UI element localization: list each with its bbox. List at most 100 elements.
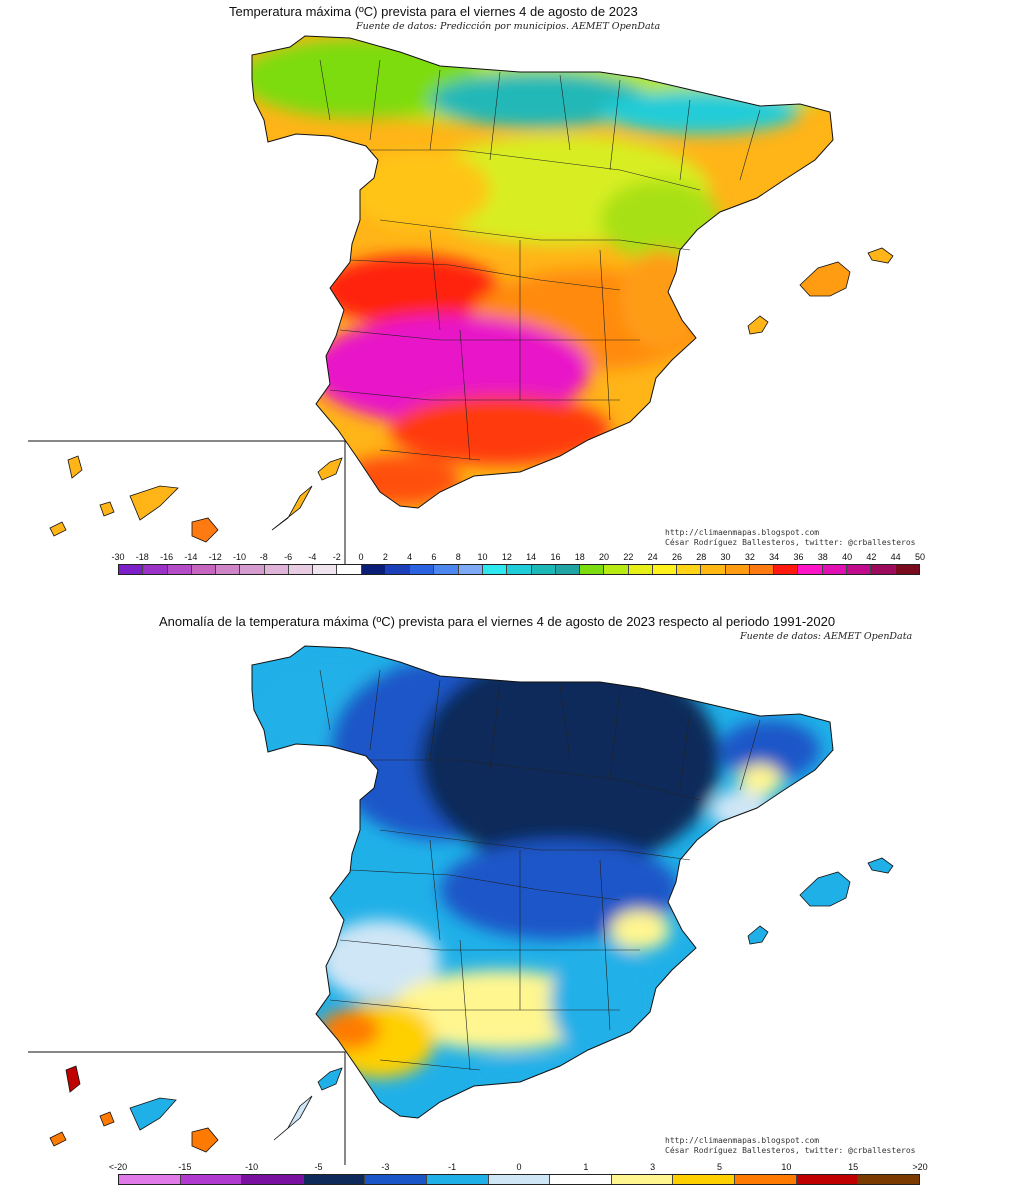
anomaly-colorbar <box>118 1174 920 1185</box>
temperature-color-segment <box>216 565 241 574</box>
anomaly-color-segment <box>550 1175 612 1184</box>
temperature-color-segment <box>652 565 678 574</box>
temperature-color-segment <box>871 565 896 574</box>
anomaly-tick-label: >20 <box>912 1162 928 1172</box>
anomaly-color-segment <box>303 1175 366 1184</box>
anomaly-tick-label: 5 <box>716 1162 723 1172</box>
temperature-tick-label: 4 <box>407 552 413 562</box>
province-borders <box>319 669 761 1071</box>
anomaly-color-segment <box>858 1175 919 1184</box>
temperature-color-segment <box>434 565 459 574</box>
temperature-tick-label: 34 <box>769 552 780 562</box>
temperature-tick-label: 2 <box>382 552 388 562</box>
colorbar-tick-labels: -30 -18 -16 -14 -12 -10 -8 -6 -4 -2 0 2 4 6 8 10 12 14 16 1… <box>111 552 925 564</box>
temperature-tick-label: 16 <box>550 552 561 562</box>
temperature-color-segment <box>264 565 289 574</box>
anomaly-tick-label: -5 <box>314 1162 323 1172</box>
temperature-color-segment <box>798 565 823 574</box>
temperature-colorbar <box>118 564 920 575</box>
temperature-tick-label: -14 <box>184 552 198 562</box>
temperature-color-segment <box>119 565 144 574</box>
temperature-tick-label: -4 <box>308 552 317 562</box>
max-temperature-source: Fuente de datos: Predicción por municipi… <box>356 21 661 32</box>
credit-author: César Rodríguez Ballesteros, twitter: @c… <box>665 1146 916 1155</box>
anomaly-tick-label: 10 <box>781 1162 792 1172</box>
temperature-tick-label: 32 <box>744 552 755 562</box>
anomaly-color-segment <box>735 1175 797 1184</box>
temperature-color-segment <box>410 565 435 574</box>
temperature-tick-label: -30 <box>111 552 125 562</box>
temperature-tick-label: 30 <box>720 552 731 562</box>
temperature-tick-label: -12 <box>208 552 222 562</box>
temperature-color-segment <box>313 565 338 574</box>
colorbar-tick-labels: <-20 -15 -10 -5 -3 -1 0 1 3 5 10 15 >20 <box>109 1162 928 1174</box>
temperature-color-segment <box>628 565 653 574</box>
temperature-tick-label: 8 <box>455 552 461 562</box>
temperature-tick-label: 18 <box>574 552 585 562</box>
anomaly-title: Anomalía de la temperatura máxima (ºC) p… <box>159 614 836 629</box>
max-temperature-map <box>28 35 894 568</box>
temperature-color-segment <box>240 565 265 574</box>
temperature-color-segment <box>555 565 581 574</box>
max-temperature-panel: Temperatura máxima (ºC) prevista para el… <box>0 0 1024 590</box>
temperature-color-segment <box>458 565 483 574</box>
temperature-tick-label: -8 <box>259 552 268 562</box>
temperature-tick-label: 50 <box>914 552 926 562</box>
temperature-tick-label: 6 <box>431 552 437 562</box>
temperature-color-segment <box>846 565 872 574</box>
temperature-tick-label: 12 <box>501 552 512 562</box>
temperature-color-segment <box>677 565 702 574</box>
temperature-color-segment <box>749 565 775 574</box>
temperature-anomaly-panel: Anomalía de la temperatura máxima (ºC) p… <box>0 600 1024 1198</box>
anomaly-tick-label: -1 <box>448 1162 457 1172</box>
anomaly-tick-label: <-20 <box>108 1162 128 1172</box>
temperature-color-segment <box>774 565 799 574</box>
temperature-tick-label: 40 <box>842 552 853 562</box>
credit-url: http://climaenmapas.blogspot.com <box>665 1136 820 1145</box>
anomaly-tick-label: 0 <box>516 1162 522 1172</box>
anomaly-color-segment <box>673 1175 736 1184</box>
credit-url: http://climaenmapas.blogspot.com <box>665 528 820 537</box>
anomaly-tick-label: 15 <box>848 1162 859 1172</box>
anomaly-color-segment <box>180 1175 243 1184</box>
anomaly-color-segment <box>242 1175 304 1184</box>
temperature-color-segment <box>385 565 411 574</box>
temperature-tick-label: 36 <box>793 552 804 562</box>
temperature-tick-label: 44 <box>890 552 901 562</box>
temperature-tick-label: 42 <box>866 552 877 562</box>
temperature-tick-label: 26 <box>671 552 682 562</box>
temperature-color-segment <box>337 565 362 574</box>
anomaly-color-segment <box>365 1175 428 1184</box>
temperature-color-segment <box>580 565 605 574</box>
max-temperature-title: Temperatura máxima (ºC) prevista para el… <box>229 4 638 19</box>
temperature-color-segment <box>725 565 750 574</box>
temperature-tick-label: -6 <box>284 552 293 562</box>
temperature-tick-label: 22 <box>623 552 634 562</box>
temperature-color-segment <box>701 565 726 574</box>
temperature-tick-label: -2 <box>332 552 341 562</box>
temperature-tick-label: -16 <box>160 552 174 562</box>
temperature-color-segment <box>895 565 919 574</box>
anomaly-map <box>28 645 894 1165</box>
anomaly-color-segment <box>119 1175 181 1184</box>
anomaly-tick-label: -3 <box>381 1162 390 1172</box>
temperature-color-segment <box>604 565 629 574</box>
temperature-color-segment <box>143 565 168 574</box>
temperature-color-segment <box>288 565 314 574</box>
temperature-color-segment <box>822 565 847 574</box>
temperature-color-segment <box>191 565 217 574</box>
temperature-tick-label: 28 <box>696 552 707 562</box>
temperature-color-segment <box>531 565 556 574</box>
anomaly-tick-label: -10 <box>245 1162 259 1172</box>
anomaly-source: Fuente de datos: AEMET OpenData <box>740 631 913 642</box>
anomaly-color-segment <box>611 1175 674 1184</box>
credit-author: César Rodríguez Ballesteros, twitter: @c… <box>665 538 916 547</box>
anomaly-color-segment <box>796 1175 859 1184</box>
temperature-tick-label: -18 <box>135 552 149 562</box>
temperature-color-segment <box>482 565 508 574</box>
anomaly-tick-label: -15 <box>178 1162 192 1172</box>
province-borders <box>319 59 761 461</box>
temperature-tick-label: -10 <box>232 552 247 562</box>
temperature-tick-label: 14 <box>526 552 537 562</box>
anomaly-color-segment <box>488 1175 551 1184</box>
